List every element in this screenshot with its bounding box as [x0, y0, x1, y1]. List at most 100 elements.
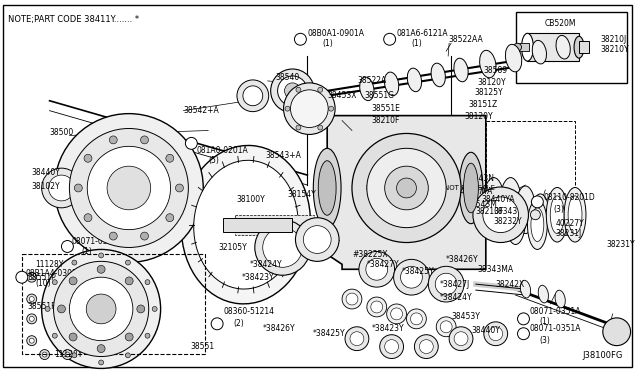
Ellipse shape: [360, 77, 374, 100]
Circle shape: [603, 318, 630, 346]
Circle shape: [65, 352, 70, 357]
Text: 38440YA: 38440YA: [482, 195, 515, 204]
Circle shape: [384, 33, 396, 45]
Circle shape: [86, 294, 116, 324]
Circle shape: [27, 314, 36, 324]
Circle shape: [74, 184, 83, 192]
Ellipse shape: [513, 43, 522, 51]
Circle shape: [346, 293, 358, 305]
Circle shape: [387, 304, 406, 324]
Circle shape: [406, 309, 426, 329]
Text: 38440Y: 38440Y: [32, 168, 61, 177]
Text: *38426Y: *38426Y: [446, 255, 479, 264]
Ellipse shape: [454, 58, 468, 82]
Circle shape: [42, 168, 81, 208]
Circle shape: [97, 265, 105, 273]
Circle shape: [531, 196, 543, 208]
Ellipse shape: [459, 152, 483, 224]
Ellipse shape: [568, 196, 582, 234]
Text: B: B: [521, 331, 526, 336]
Text: 38343: 38343: [493, 207, 518, 216]
Circle shape: [366, 259, 388, 280]
Ellipse shape: [531, 208, 544, 241]
Circle shape: [125, 333, 133, 341]
Circle shape: [436, 317, 456, 337]
Text: 38151Z: 38151Z: [468, 100, 497, 109]
Circle shape: [390, 308, 403, 320]
Text: 38343MA: 38343MA: [478, 265, 514, 274]
Circle shape: [27, 336, 36, 346]
Text: 38210Y: 38210Y: [601, 45, 630, 54]
Text: 38589: 38589: [484, 67, 508, 76]
Text: 38210F: 38210F: [476, 207, 504, 216]
Text: 38543+A: 38543+A: [266, 151, 301, 160]
Ellipse shape: [483, 177, 505, 232]
Circle shape: [449, 327, 473, 350]
Text: 38543N: 38543N: [464, 174, 494, 183]
Circle shape: [237, 80, 269, 112]
Ellipse shape: [463, 163, 478, 213]
Ellipse shape: [555, 290, 565, 308]
Circle shape: [318, 87, 323, 92]
Text: *38426Y: *38426Y: [263, 324, 296, 333]
Circle shape: [99, 253, 104, 258]
Text: NOT FOR SALE: NOT FOR SALE: [366, 185, 417, 191]
Text: 081A0-0201A: 081A0-0201A: [196, 146, 248, 155]
Polygon shape: [327, 116, 486, 269]
Circle shape: [72, 260, 77, 265]
Text: 38551F: 38551F: [28, 302, 56, 311]
Text: 38210J: 38210J: [601, 35, 627, 44]
Circle shape: [278, 76, 307, 106]
Circle shape: [484, 322, 508, 346]
Text: 38120Y: 38120Y: [478, 78, 506, 87]
Text: *38424Y: *38424Y: [250, 260, 282, 269]
Circle shape: [489, 327, 502, 341]
Circle shape: [518, 328, 529, 340]
Text: CB520M: CB520M: [545, 19, 576, 28]
Circle shape: [440, 321, 452, 333]
Circle shape: [54, 262, 148, 356]
Circle shape: [318, 125, 323, 130]
Circle shape: [141, 136, 148, 144]
Circle shape: [342, 289, 362, 309]
Circle shape: [296, 218, 339, 262]
Circle shape: [345, 327, 369, 350]
Circle shape: [29, 316, 34, 321]
Text: 38424YA: 38424YA: [147, 193, 180, 202]
Text: 38543M: 38543M: [466, 201, 497, 209]
Circle shape: [380, 335, 404, 359]
Circle shape: [385, 340, 399, 353]
Circle shape: [255, 220, 310, 275]
Ellipse shape: [314, 148, 341, 228]
Text: B: B: [521, 316, 526, 321]
Ellipse shape: [538, 285, 548, 303]
Circle shape: [186, 137, 197, 149]
Circle shape: [329, 106, 333, 111]
Circle shape: [367, 297, 387, 317]
Circle shape: [285, 106, 290, 111]
Circle shape: [125, 277, 133, 285]
Text: (1): (1): [412, 39, 422, 48]
Text: (1): (1): [322, 39, 333, 48]
Ellipse shape: [407, 68, 422, 92]
Text: 38551E: 38551E: [372, 104, 401, 113]
Text: 38453Y: 38453Y: [451, 312, 480, 321]
Circle shape: [69, 333, 77, 341]
Circle shape: [40, 350, 49, 359]
Bar: [527, 33, 579, 61]
Text: *38425Y: *38425Y: [401, 267, 434, 276]
Circle shape: [45, 307, 50, 311]
Circle shape: [107, 166, 150, 210]
Circle shape: [69, 128, 188, 247]
Ellipse shape: [556, 35, 570, 59]
Circle shape: [428, 266, 464, 302]
Bar: [518, 43, 529, 51]
Text: (3): (3): [553, 205, 564, 214]
Ellipse shape: [509, 203, 522, 237]
Text: 38125Y: 38125Y: [474, 88, 502, 97]
Text: 38102Y: 38102Y: [32, 182, 60, 190]
Circle shape: [352, 134, 461, 243]
Circle shape: [284, 83, 335, 134]
Circle shape: [145, 333, 150, 338]
Ellipse shape: [527, 200, 547, 250]
